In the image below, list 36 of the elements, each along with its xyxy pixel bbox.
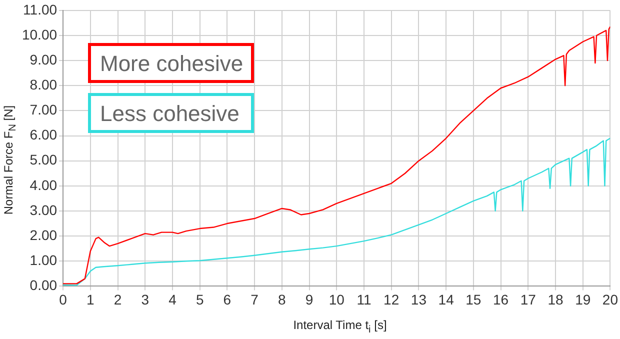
x-tick-label: 14: [438, 291, 454, 308]
y-tick-label: 3.00: [30, 202, 58, 218]
x-tick-label: 12: [384, 291, 400, 308]
x-tick-label: 16: [492, 291, 509, 308]
x-tick-label: 5: [196, 291, 204, 308]
y-tick-label: 0.00: [30, 277, 58, 294]
x-tick-label: 15: [466, 291, 482, 308]
x-tick-label: 11: [356, 291, 372, 308]
x-tick-label: 10: [328, 291, 345, 308]
y-tick-label: 2.00: [30, 226, 58, 243]
y-tick-label: 11.00: [23, 1, 58, 18]
y-tick-label: 5.00: [30, 152, 58, 168]
y-tick-label: 8.00: [30, 76, 58, 92]
x-tick-label: 7: [250, 291, 259, 308]
x-tick-label: 18: [548, 291, 564, 308]
text: Less cohesive: [88, 93, 254, 133]
y-tick-label: 7.00: [30, 102, 58, 118]
x-tick-label: 13: [410, 291, 427, 308]
x-tick-label: 2: [114, 291, 122, 308]
x-tick-label: 8: [278, 291, 286, 308]
text: More cohesive: [88, 43, 254, 83]
x-tick-label: 1: [86, 291, 94, 308]
y-tick-label: 9.00: [30, 51, 58, 68]
x-tick-label: 0: [59, 291, 68, 308]
x-tick-label: 3: [141, 291, 150, 308]
y-tick-label: 4.00: [30, 176, 58, 193]
x-axis-title: Interval Time t$_{i}$ [s]: [293, 318, 387, 336]
x-tick-label: 17: [520, 291, 536, 308]
y-tick-label: 6.00: [30, 126, 58, 143]
x-tick-label: 4: [168, 291, 177, 308]
x-tick-label: 9: [305, 291, 314, 308]
x-tick-label: 6: [223, 291, 232, 308]
y-tick-label: 1.00: [30, 252, 58, 268]
x-tick-label: 19: [575, 291, 591, 308]
x-tick-label: 20: [602, 291, 618, 308]
y-tick-label: 10.00: [22, 26, 58, 42]
